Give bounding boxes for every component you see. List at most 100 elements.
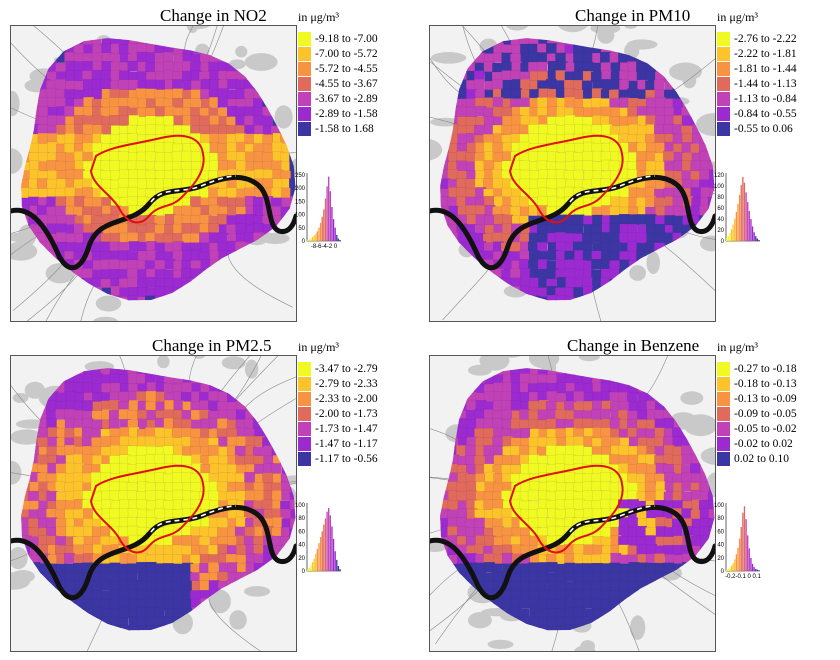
- ward-cell: [73, 644, 84, 651]
- river-dashes: [569, 175, 656, 203]
- ward-cell: [20, 636, 31, 647]
- park-area: [696, 113, 715, 136]
- ward-cell: [600, 625, 611, 631]
- ward-cell: [262, 314, 273, 321]
- histogram-bar: [321, 531, 323, 571]
- ward-cell: [439, 306, 450, 317]
- map-pm10[interactable]: [429, 25, 716, 322]
- ward-cell: [64, 598, 76, 610]
- ward-cell: [137, 626, 149, 631]
- ward-cell: [591, 626, 602, 631]
- ward-cell: [537, 315, 548, 321]
- ward-cell: [272, 644, 283, 651]
- park-area: [487, 639, 514, 649]
- ward-cell: [528, 409, 540, 421]
- ward-cell: [199, 232, 210, 244]
- map-pm25[interactable]: [10, 355, 297, 652]
- ward-cell: [440, 554, 450, 566]
- ward-cell: [137, 356, 148, 366]
- ward-cell: [537, 625, 549, 631]
- ward-cell: [272, 608, 284, 620]
- ward-cell: [619, 616, 630, 628]
- legend-swatch: [717, 107, 730, 121]
- ward-cell: [655, 97, 666, 108]
- ward-cell: [456, 356, 467, 366]
- ward-cell: [271, 357, 282, 367]
- histogram-bar: [339, 240, 341, 241]
- ward-cell: [520, 356, 531, 366]
- ward-cell: [520, 313, 531, 321]
- ward-cell: [519, 196, 530, 208]
- ward-cell: [483, 626, 495, 631]
- legend-pm10: -2.76 to -2.22 -2.22 to -1.81 -1.81 to -1.…: [717, 32, 827, 137]
- ward-cell: [253, 251, 265, 262]
- histogram-ytick: 20: [717, 556, 724, 562]
- ward-cell: [21, 453, 31, 465]
- ward-cell: [690, 615, 702, 627]
- ward-cell: [492, 177, 504, 189]
- ward-cell: [290, 44, 296, 55]
- ward-cell: [646, 581, 658, 593]
- ward-cell: [555, 295, 567, 301]
- ward-cell: [692, 357, 703, 368]
- ward-cell: [601, 644, 612, 651]
- park-area: [244, 359, 259, 379]
- ward-cell: [218, 626, 230, 631]
- legend-swatch: [298, 362, 311, 376]
- ward-cell: [262, 472, 274, 484]
- ward-cell: [217, 418, 228, 430]
- ward-cell: [21, 44, 22, 56]
- panel-no2: Change in NO2 in μg/m³ -9.18 to -7.00 -7.…: [0, 0, 410, 325]
- legend-label: -4.55 to -3.67: [315, 78, 378, 90]
- histogram-bar: [332, 219, 335, 241]
- legend-row: -9.18 to -7.00: [298, 32, 408, 47]
- ward-cell: [619, 79, 630, 91]
- ward-cell: [700, 26, 711, 36]
- ward-cell: [645, 599, 657, 611]
- ward-cell: [430, 233, 440, 244]
- map-no2[interactable]: [10, 25, 297, 322]
- ward-cell: [440, 391, 442, 402]
- ward-cell: [681, 607, 693, 619]
- park-area: [229, 610, 247, 630]
- ward-cell: [681, 277, 693, 289]
- ward-cell: [440, 269, 441, 280]
- ward-cell: [682, 250, 694, 262]
- ward-cell: [21, 38, 23, 47]
- ward-cell: [430, 314, 440, 321]
- ward-cell: [145, 151, 157, 162]
- ward-cell: [56, 635, 67, 646]
- ward-cell: [218, 268, 230, 279]
- river-dashes: [150, 505, 237, 533]
- ward-cell: [709, 391, 715, 403]
- legend-row: -0.02 to 0.02: [717, 437, 827, 452]
- ward-cell: [28, 314, 39, 321]
- ward-cell: [21, 463, 32, 475]
- ward-cell: [21, 315, 32, 321]
- ward-cell: [38, 53, 50, 65]
- ward-cell: [281, 53, 292, 64]
- ward-cell: [681, 269, 693, 281]
- ward-cell: [191, 306, 202, 317]
- ward-cell: [144, 436, 156, 447]
- basemap-layer: [430, 356, 715, 651]
- ward-cell: [190, 196, 201, 208]
- ward-cell: [262, 43, 273, 55]
- map-benzene[interactable]: [429, 355, 716, 652]
- ward-cell: [493, 26, 504, 36]
- ward-cell: [109, 481, 120, 493]
- ward-cell: [280, 368, 291, 377]
- ward-cell: [253, 544, 265, 556]
- ward-cell: [235, 544, 247, 556]
- ward-cell: [119, 624, 131, 631]
- ward-cell: [126, 195, 138, 207]
- ward-cell: [673, 314, 684, 321]
- histogram-bar: [732, 563, 734, 571]
- ward-cell: [164, 626, 176, 631]
- ward-cell: [646, 296, 658, 301]
- ward-cell: [663, 581, 675, 593]
- ward-cell: [21, 626, 32, 631]
- ward-cell: [689, 590, 701, 601]
- histogram-bar: [740, 526, 742, 571]
